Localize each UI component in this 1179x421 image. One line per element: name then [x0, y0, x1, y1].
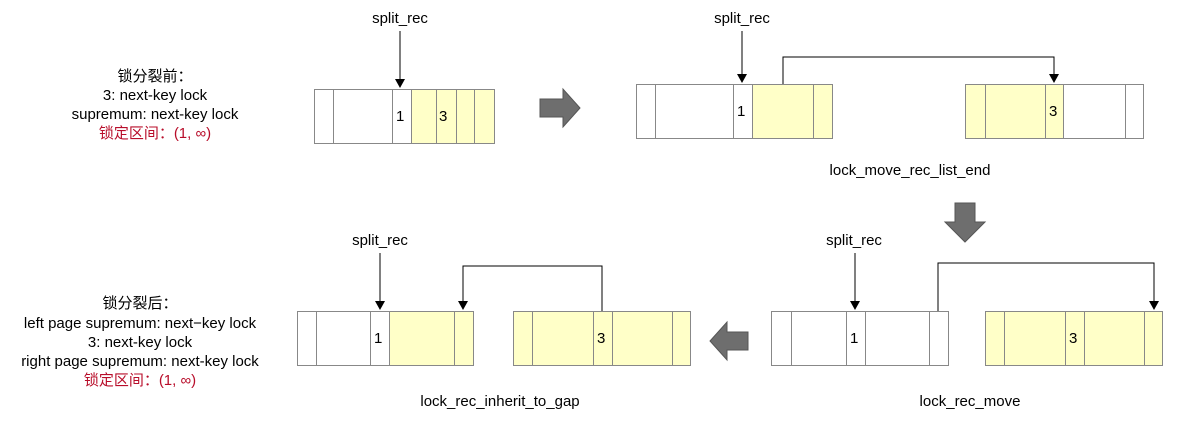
move-arrow-step2: [937, 262, 1159, 311]
before-lock-range: 锁定区间：(1, ∞): [98, 125, 212, 142]
page-step3-right: [513, 311, 691, 366]
record-1-step3: 1: [374, 330, 382, 347]
record-3-step1: 3: [1049, 103, 1057, 120]
page-step2-right: [985, 311, 1163, 366]
record-1-step1: 1: [737, 103, 745, 120]
page-step3-left: [297, 311, 474, 366]
move-arrow-step1: [782, 56, 1059, 84]
page-before-split: [314, 89, 495, 144]
right-arrow-icon: [539, 87, 581, 129]
after-line-2: 3: next-key lock: [87, 334, 193, 351]
left-arrow-icon: [709, 320, 749, 362]
split-rec-label-step1: split_rec: [714, 10, 770, 27]
step-label-lock-rec-move: lock_rec_move: [919, 393, 1021, 410]
down-arrow-icon: [943, 202, 987, 243]
after-lock-range: 锁定区间：(1, ∞): [83, 372, 197, 389]
record-1-step2: 1: [850, 330, 858, 347]
page-step1-right: [965, 84, 1144, 139]
after-line-1: left page supremum: next−key lock: [23, 315, 257, 332]
after-line-3: right page supremum: next-key lock: [21, 353, 259, 370]
page-step2-left: [771, 311, 949, 366]
step-label-lock-move-rec-list-end: lock_move_rec_list_end: [829, 162, 991, 179]
step-label-lock-rec-inherit-to-gap: lock_rec_inherit_to_gap: [420, 393, 580, 410]
record-3-before: 3: [439, 108, 447, 125]
split-rec-label-step2: split_rec: [826, 232, 882, 249]
before-line-1: 3: next-key lock: [102, 87, 208, 104]
page-step1-left: [636, 84, 833, 139]
inherit-arrow-step3: [458, 265, 603, 311]
record-3-step2: 3: [1069, 330, 1077, 347]
split-rec-label-before: split_rec: [372, 10, 428, 27]
before-line-2: supremum: next-key lock: [71, 106, 239, 123]
record-3-step3: 3: [597, 330, 605, 347]
after-title: 锁分裂后：: [102, 295, 178, 312]
split-rec-label-step3: split_rec: [352, 232, 408, 249]
record-1-before: 1: [396, 108, 404, 125]
before-title: 锁分裂前：: [117, 68, 193, 85]
